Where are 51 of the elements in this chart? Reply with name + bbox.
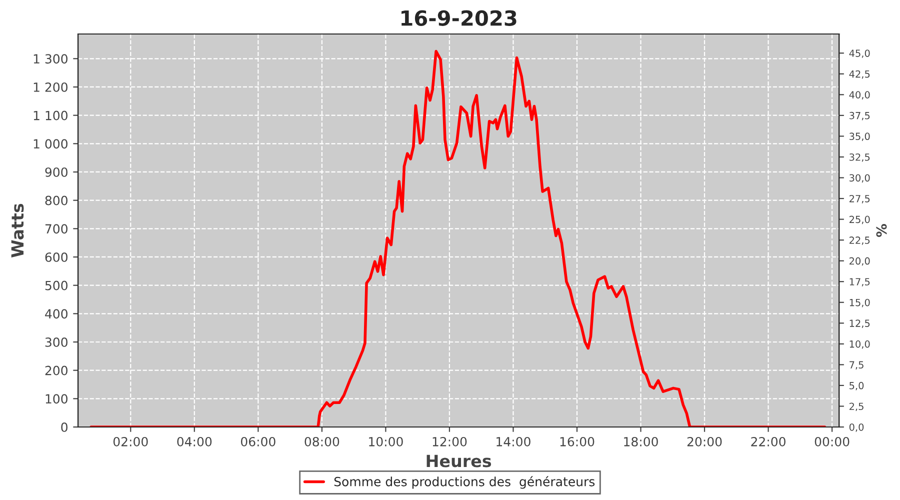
y2-tick-label: 17,5	[850, 278, 870, 286]
y2-tick-label: 27,5	[850, 194, 870, 204]
x-tick-label: 00:00	[814, 436, 850, 446]
x-tick-label: 22:00	[751, 436, 786, 446]
y-tick-label: 1 200	[34, 82, 68, 92]
y2-tick-label: 45,0	[849, 50, 870, 58]
y-tick-label: 100	[46, 394, 68, 404]
y-tick-label: 0	[61, 422, 68, 432]
y-tick-label: 300	[45, 337, 68, 347]
y2-tick-label: 30,0	[850, 174, 870, 183]
x-tick-label: 20:00	[687, 436, 722, 446]
chart-title: 16-9-2023	[402, 10, 516, 26]
y2-tick-label: 42,5	[849, 70, 870, 79]
x-tick-label: 16:00	[560, 436, 594, 446]
y-tick-label: 1 300	[34, 54, 68, 64]
y-tick-label: 500	[45, 280, 68, 290]
y-tick-label: 400	[45, 309, 68, 319]
y-tick-label: 600	[45, 252, 68, 262]
y2-tick-label: 5,0	[850, 382, 864, 390]
y2-tick-label: 32,5	[850, 153, 870, 162]
y2-tick-label: 20,0	[850, 257, 870, 266]
x-tick-label: 14:00	[496, 436, 530, 446]
y-tick-label: 800	[45, 196, 68, 206]
x-tick-label: 08:00	[304, 436, 340, 446]
y2-tick-label: 35,0	[850, 132, 870, 142]
y2-tick-label: 22,5	[850, 236, 870, 245]
y2-tick-label: 12,5	[850, 320, 870, 328]
x-tick-label: 06:00	[240, 436, 276, 446]
y2-tick-label: 2,5	[850, 402, 864, 412]
y-tick-label: 1 100	[34, 110, 68, 120]
x-tick-label: 02:00	[113, 436, 148, 446]
y-tick-label: 700	[45, 224, 68, 234]
y2-tick-label: 40,0	[849, 91, 870, 100]
y2-axis-title: %	[876, 224, 887, 238]
x-tick-label: 10:00	[369, 436, 403, 446]
y-tick-label: 200	[45, 366, 68, 376]
y2-tick-label: 0,0	[849, 423, 864, 432]
y2-tick-label: 7,5	[850, 361, 864, 370]
y-tick-label: 1 000	[34, 139, 68, 149]
x-tick-label: 04:00	[177, 436, 212, 446]
y2-tick-label: 37,5	[850, 112, 870, 120]
x-axis-title: Heures	[426, 454, 492, 468]
y2-tick-label: 15,0	[850, 298, 870, 308]
y2-tick-label: 25,0	[850, 216, 870, 224]
line-series	[90, 50, 826, 427]
x-tick-label: 12:00	[432, 436, 467, 446]
legend-label: Somme des productions des générateurs	[334, 476, 595, 489]
y-axis-title: Watts	[11, 204, 24, 258]
y2-tick-label: 10,0	[850, 340, 870, 349]
y-tick-label: 900	[45, 167, 68, 177]
x-tick-label: 18:00	[624, 436, 658, 446]
